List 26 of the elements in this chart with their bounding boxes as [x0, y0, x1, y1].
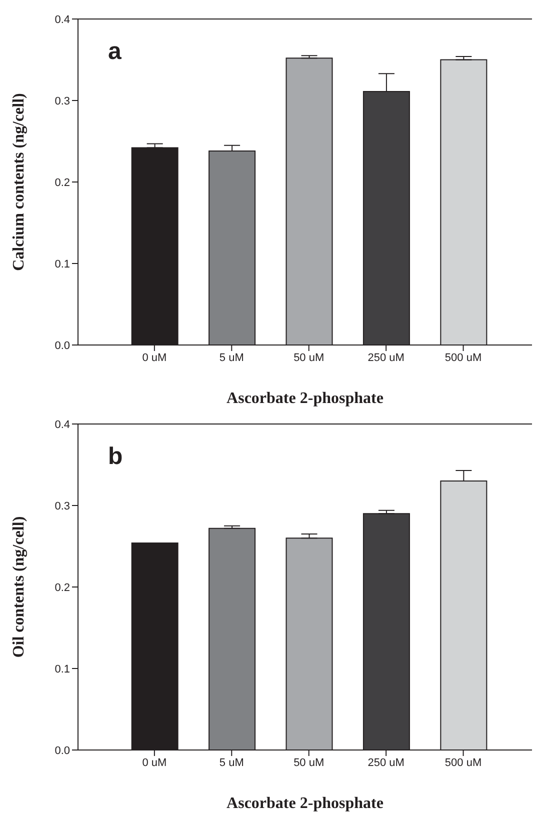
y-tick-label: 0.2 [54, 176, 70, 189]
annotation: b [108, 443, 123, 471]
y-axis-title: Oil contents (ng/cell) [10, 516, 28, 658]
x-tick-label: 500 uM [444, 352, 482, 364]
x-tick-label: 0 uM [142, 756, 167, 769]
y-axis-title: Calcium contents (ng/cell) [10, 93, 28, 271]
y-tick-label: 0.2 [54, 582, 70, 594]
y-tick-label: 0.1 [54, 663, 70, 676]
y-tick-label: 0.4 [54, 418, 70, 431]
y-tick-label: 0.3 [54, 95, 70, 108]
x-tick-label: 250 uM [368, 756, 404, 769]
y-tick-label: 0.0 [54, 744, 70, 757]
x-tick-label: 500 uM [444, 756, 482, 769]
x-axis-title: Ascorbate 2-phosphate [226, 390, 384, 407]
x-tick-label: 0 uM [142, 352, 167, 364]
y-tick-label: 0.1 [54, 258, 70, 270]
y-tick-label: 0.4 [54, 14, 70, 26]
x-tick-label: 5 uM [219, 352, 244, 364]
y-tick-label: 0.3 [54, 500, 70, 512]
annotation: a [108, 38, 122, 66]
x-tick-label: 250 uM [368, 352, 404, 364]
x-tick-label: 50 uM [294, 756, 324, 769]
x-tick-label: 50 uM [294, 352, 324, 364]
x-axis-title: Ascorbate 2-phosphate [226, 795, 384, 812]
x-tick-label: 5 uM [219, 756, 244, 769]
y-tick-label: 0.0 [54, 340, 70, 352]
